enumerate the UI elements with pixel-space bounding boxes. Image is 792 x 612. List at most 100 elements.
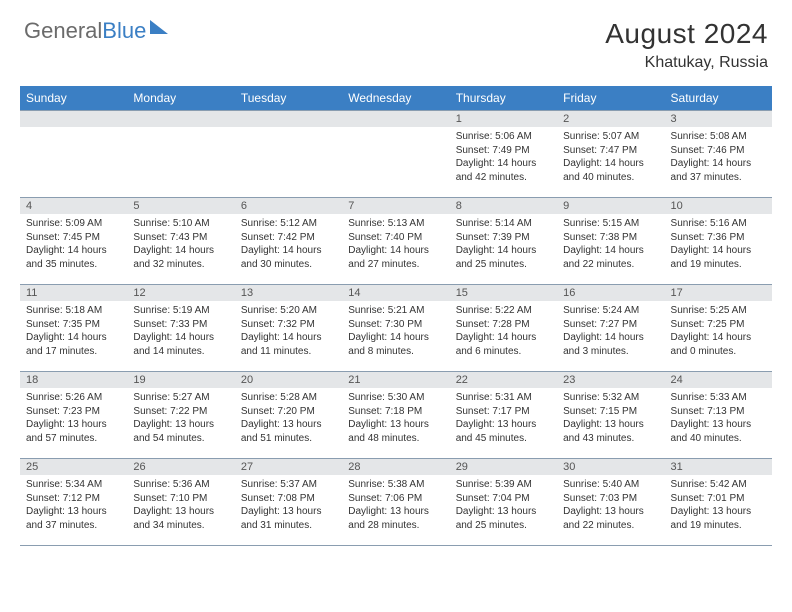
sunrise-text: Sunrise: 5:34 AM — [26, 478, 121, 492]
sunset-text: Sunset: 7:36 PM — [671, 231, 766, 245]
day-body: Sunrise: 5:40 AMSunset: 7:03 PMDaylight:… — [557, 475, 664, 536]
sunset-text: Sunset: 7:25 PM — [671, 318, 766, 332]
sunrise-text: Sunrise: 5:22 AM — [456, 304, 551, 318]
sunrise-text: Sunrise: 5:39 AM — [456, 478, 551, 492]
sunrise-text: Sunrise: 5:33 AM — [671, 391, 766, 405]
day-header: Monday — [127, 86, 234, 110]
daylight-text: Daylight: 13 hours and 22 minutes. — [563, 505, 658, 532]
calendar-cell: 20Sunrise: 5:28 AMSunset: 7:20 PMDayligh… — [235, 372, 342, 458]
daylight-text: Daylight: 13 hours and 37 minutes. — [26, 505, 121, 532]
sunset-text: Sunset: 7:40 PM — [348, 231, 443, 245]
calendar-cell: 28Sunrise: 5:38 AMSunset: 7:06 PMDayligh… — [342, 459, 449, 545]
day-number: 23 — [557, 372, 664, 388]
daylight-text: Daylight: 13 hours and 54 minutes. — [133, 418, 228, 445]
day-number — [20, 111, 127, 127]
daylight-text: Daylight: 13 hours and 25 minutes. — [456, 505, 551, 532]
day-number: 28 — [342, 459, 449, 475]
sunrise-text: Sunrise: 5:08 AM — [671, 130, 766, 144]
day-body: Sunrise: 5:32 AMSunset: 7:15 PMDaylight:… — [557, 388, 664, 449]
day-header: Tuesday — [235, 86, 342, 110]
calendar-cell: 2Sunrise: 5:07 AMSunset: 7:47 PMDaylight… — [557, 111, 664, 197]
day-body: Sunrise: 5:07 AMSunset: 7:47 PMDaylight:… — [557, 127, 664, 188]
sunset-text: Sunset: 7:38 PM — [563, 231, 658, 245]
calendar-cell: 3Sunrise: 5:08 AMSunset: 7:46 PMDaylight… — [665, 111, 772, 197]
sunrise-text: Sunrise: 5:16 AM — [671, 217, 766, 231]
calendar-cell: 22Sunrise: 5:31 AMSunset: 7:17 PMDayligh… — [450, 372, 557, 458]
calendar-cell: 14Sunrise: 5:21 AMSunset: 7:30 PMDayligh… — [342, 285, 449, 371]
sunrise-text: Sunrise: 5:19 AM — [133, 304, 228, 318]
calendar-cell: 1Sunrise: 5:06 AMSunset: 7:49 PMDaylight… — [450, 111, 557, 197]
sunset-text: Sunset: 7:04 PM — [456, 492, 551, 506]
sunset-text: Sunset: 7:33 PM — [133, 318, 228, 332]
daylight-text: Daylight: 14 hours and 40 minutes. — [563, 157, 658, 184]
sunrise-text: Sunrise: 5:10 AM — [133, 217, 228, 231]
day-number: 7 — [342, 198, 449, 214]
sunrise-text: Sunrise: 5:40 AM — [563, 478, 658, 492]
calendar-cell: 15Sunrise: 5:22 AMSunset: 7:28 PMDayligh… — [450, 285, 557, 371]
daylight-text: Daylight: 14 hours and 19 minutes. — [671, 244, 766, 271]
day-number — [127, 111, 234, 127]
day-body: Sunrise: 5:26 AMSunset: 7:23 PMDaylight:… — [20, 388, 127, 449]
day-number: 15 — [450, 285, 557, 301]
sunrise-text: Sunrise: 5:36 AM — [133, 478, 228, 492]
daylight-text: Daylight: 14 hours and 8 minutes. — [348, 331, 443, 358]
calendar-cell: 4Sunrise: 5:09 AMSunset: 7:45 PMDaylight… — [20, 198, 127, 284]
day-body: Sunrise: 5:33 AMSunset: 7:13 PMDaylight:… — [665, 388, 772, 449]
day-body: Sunrise: 5:37 AMSunset: 7:08 PMDaylight:… — [235, 475, 342, 536]
sunrise-text: Sunrise: 5:24 AM — [563, 304, 658, 318]
calendar-cell: 11Sunrise: 5:18 AMSunset: 7:35 PMDayligh… — [20, 285, 127, 371]
daylight-text: Daylight: 13 hours and 40 minutes. — [671, 418, 766, 445]
day-number: 5 — [127, 198, 234, 214]
day-body: Sunrise: 5:28 AMSunset: 7:20 PMDaylight:… — [235, 388, 342, 449]
sunset-text: Sunset: 7:27 PM — [563, 318, 658, 332]
calendar-week: 18Sunrise: 5:26 AMSunset: 7:23 PMDayligh… — [20, 371, 772, 458]
day-number: 2 — [557, 111, 664, 127]
title-block: August 2024 Khatukay, Russia — [605, 18, 768, 72]
sunset-text: Sunset: 7:45 PM — [26, 231, 121, 245]
sunset-text: Sunset: 7:22 PM — [133, 405, 228, 419]
day-number: 12 — [127, 285, 234, 301]
calendar-cell: 13Sunrise: 5:20 AMSunset: 7:32 PMDayligh… — [235, 285, 342, 371]
day-number: 27 — [235, 459, 342, 475]
day-body: Sunrise: 5:19 AMSunset: 7:33 PMDaylight:… — [127, 301, 234, 362]
day-number: 26 — [127, 459, 234, 475]
sunset-text: Sunset: 7:47 PM — [563, 144, 658, 158]
sunset-text: Sunset: 7:06 PM — [348, 492, 443, 506]
sunset-text: Sunset: 7:43 PM — [133, 231, 228, 245]
calendar-cell — [342, 111, 449, 197]
day-header: Sunday — [20, 86, 127, 110]
calendar-week: 11Sunrise: 5:18 AMSunset: 7:35 PMDayligh… — [20, 284, 772, 371]
calendar-cell: 9Sunrise: 5:15 AMSunset: 7:38 PMDaylight… — [557, 198, 664, 284]
calendar-week: 1Sunrise: 5:06 AMSunset: 7:49 PMDaylight… — [20, 110, 772, 197]
sunrise-text: Sunrise: 5:20 AM — [241, 304, 336, 318]
sunset-text: Sunset: 7:13 PM — [671, 405, 766, 419]
sunset-text: Sunset: 7:23 PM — [26, 405, 121, 419]
day-body: Sunrise: 5:39 AMSunset: 7:04 PMDaylight:… — [450, 475, 557, 536]
sunrise-text: Sunrise: 5:09 AM — [26, 217, 121, 231]
day-body: Sunrise: 5:08 AMSunset: 7:46 PMDaylight:… — [665, 127, 772, 188]
daylight-text: Daylight: 14 hours and 0 minutes. — [671, 331, 766, 358]
logo-text-blue: Blue — [102, 18, 146, 44]
day-body: Sunrise: 5:27 AMSunset: 7:22 PMDaylight:… — [127, 388, 234, 449]
calendar-week: 4Sunrise: 5:09 AMSunset: 7:45 PMDaylight… — [20, 197, 772, 284]
day-body: Sunrise: 5:18 AMSunset: 7:35 PMDaylight:… — [20, 301, 127, 362]
sunset-text: Sunset: 7:42 PM — [241, 231, 336, 245]
sunset-text: Sunset: 7:08 PM — [241, 492, 336, 506]
day-body: Sunrise: 5:36 AMSunset: 7:10 PMDaylight:… — [127, 475, 234, 536]
day-number: 11 — [20, 285, 127, 301]
calendar-week: 25Sunrise: 5:34 AMSunset: 7:12 PMDayligh… — [20, 458, 772, 546]
daylight-text: Daylight: 13 hours and 48 minutes. — [348, 418, 443, 445]
daylight-text: Daylight: 14 hours and 6 minutes. — [456, 331, 551, 358]
day-number: 13 — [235, 285, 342, 301]
sunrise-text: Sunrise: 5:37 AM — [241, 478, 336, 492]
sunrise-text: Sunrise: 5:38 AM — [348, 478, 443, 492]
day-number: 16 — [557, 285, 664, 301]
sunrise-text: Sunrise: 5:06 AM — [456, 130, 551, 144]
day-body: Sunrise: 5:06 AMSunset: 7:49 PMDaylight:… — [450, 127, 557, 188]
day-number: 6 — [235, 198, 342, 214]
calendar-cell: 31Sunrise: 5:42 AMSunset: 7:01 PMDayligh… — [665, 459, 772, 545]
calendar-cell: 12Sunrise: 5:19 AMSunset: 7:33 PMDayligh… — [127, 285, 234, 371]
calendar-cell: 23Sunrise: 5:32 AMSunset: 7:15 PMDayligh… — [557, 372, 664, 458]
day-number: 19 — [127, 372, 234, 388]
sunset-text: Sunset: 7:46 PM — [671, 144, 766, 158]
